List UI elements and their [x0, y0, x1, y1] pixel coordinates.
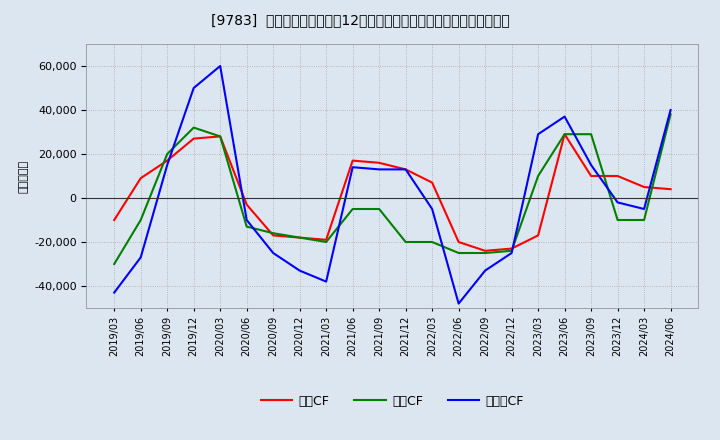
投資CF	[640, 217, 649, 223]
Y-axis label: （百万円）: （百万円）	[19, 159, 29, 193]
Line: フリーCF: フリーCF	[114, 66, 670, 304]
フリーCF	[534, 132, 542, 137]
フリーCF	[640, 206, 649, 212]
営業CF	[481, 248, 490, 253]
フリーCF	[216, 63, 225, 69]
投資CF	[189, 125, 198, 130]
投資CF	[454, 250, 463, 256]
投資CF	[428, 239, 436, 245]
投資CF	[666, 112, 675, 117]
営業CF	[613, 173, 622, 179]
営業CF	[587, 173, 595, 179]
営業CF	[560, 132, 569, 137]
フリーCF	[587, 162, 595, 168]
営業CF	[216, 134, 225, 139]
投資CF	[322, 239, 330, 245]
フリーCF	[481, 268, 490, 273]
営業CF	[454, 239, 463, 245]
営業CF	[110, 217, 119, 223]
営業CF	[189, 136, 198, 141]
営業CF	[508, 246, 516, 251]
Line: 投資CF: 投資CF	[114, 114, 670, 264]
投資CF	[348, 206, 357, 212]
Legend: 営業CF, 投資CF, フリーCF: 営業CF, 投資CF, フリーCF	[256, 390, 528, 413]
投資CF	[375, 206, 384, 212]
フリーCF	[243, 217, 251, 223]
フリーCF	[401, 167, 410, 172]
投資CF	[587, 132, 595, 137]
フリーCF	[189, 85, 198, 91]
フリーCF	[560, 114, 569, 119]
営業CF	[269, 233, 277, 238]
営業CF	[428, 180, 436, 185]
フリーCF	[269, 250, 277, 256]
投資CF	[401, 239, 410, 245]
投資CF	[136, 217, 145, 223]
フリーCF	[110, 290, 119, 295]
投資CF	[110, 261, 119, 267]
投資CF	[560, 132, 569, 137]
営業CF	[375, 160, 384, 165]
営業CF	[322, 237, 330, 242]
営業CF	[666, 187, 675, 192]
投資CF	[243, 224, 251, 229]
営業CF	[348, 158, 357, 163]
フリーCF	[454, 301, 463, 306]
営業CF	[295, 235, 304, 240]
投資CF	[613, 217, 622, 223]
Line: 営業CF: 営業CF	[114, 134, 670, 251]
営業CF	[534, 233, 542, 238]
フリーCF	[348, 165, 357, 170]
Text: [9783]  キャッシュフローの12か月移動合計の対前年同期増減額の推移: [9783] キャッシュフローの12か月移動合計の対前年同期増減額の推移	[211, 13, 509, 27]
投資CF	[163, 151, 171, 157]
投資CF	[534, 173, 542, 179]
フリーCF	[136, 255, 145, 260]
フリーCF	[295, 268, 304, 273]
投資CF	[269, 231, 277, 236]
営業CF	[136, 176, 145, 181]
フリーCF	[666, 107, 675, 113]
フリーCF	[163, 162, 171, 168]
フリーCF	[428, 206, 436, 212]
フリーCF	[322, 279, 330, 284]
営業CF	[163, 158, 171, 163]
営業CF	[401, 167, 410, 172]
営業CF	[243, 202, 251, 207]
投資CF	[216, 134, 225, 139]
投資CF	[508, 248, 516, 253]
投資CF	[481, 250, 490, 256]
フリーCF	[613, 200, 622, 205]
フリーCF	[375, 167, 384, 172]
フリーCF	[508, 250, 516, 256]
投資CF	[295, 235, 304, 240]
営業CF	[640, 184, 649, 190]
